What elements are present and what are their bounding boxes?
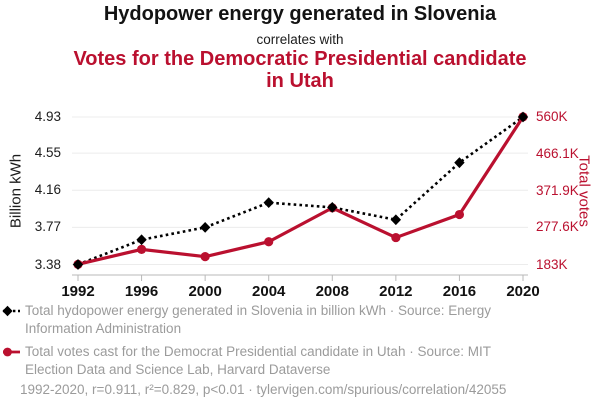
x-axis-tick-label: 2016 bbox=[442, 283, 477, 300]
legend-item-votes-label: Total votes cast for the Democrat Presid… bbox=[25, 344, 491, 377]
x-axis-tick-label: 2020 bbox=[506, 283, 540, 300]
chart-canvas bbox=[72, 111, 529, 281]
x-axis-tick-label: 2004 bbox=[252, 283, 286, 300]
left-axis-tick-label: 4.16 bbox=[34, 182, 61, 198]
secondary-title: Votes for the Democratic Presidential ca… bbox=[73, 48, 527, 92]
hydropower-point-marker bbox=[199, 221, 211, 233]
right-axis-tick-label: 560K bbox=[536, 109, 568, 124]
votes-point-marker bbox=[136, 244, 147, 254]
chart-area: 4.93 4.55 4.16 3.77 3.38 560K 466.1K 371.9K 277.… bbox=[0, 100, 600, 305]
hydropower-point-marker bbox=[390, 214, 402, 226]
hydropower-point-marker bbox=[517, 111, 529, 123]
hydropower-point-marker bbox=[136, 234, 147, 246]
left-axis-tick-label: 4.55 bbox=[34, 145, 61, 161]
right-axis-tick-label: 466.1K bbox=[536, 145, 579, 161]
right-axis-tick-label: 277.6K bbox=[536, 219, 579, 235]
legend-item-hydropower-label: Total hydopower energy generated in Slov… bbox=[25, 303, 492, 336]
x-axis-tick-label: 2012 bbox=[379, 283, 413, 300]
correlates-with-label: correlates with bbox=[256, 32, 344, 47]
right-axis-tick-label: 371.9K bbox=[536, 182, 579, 198]
stats-line: 1992-2020, r=0.911, r²=0.829, p<0.01 · t… bbox=[20, 382, 507, 397]
hydropower-point-marker bbox=[327, 202, 338, 213]
hydropower-point-marker bbox=[454, 157, 465, 169]
right-axis-title: Total votes bbox=[575, 155, 593, 227]
hydropower-point-marker bbox=[263, 197, 274, 209]
left-axis-tick-label: 4.93 bbox=[34, 109, 61, 124]
votes-point-marker bbox=[391, 232, 401, 243]
votes-point-marker bbox=[264, 237, 274, 247]
left-axis-tick-label: 3.38 bbox=[34, 256, 61, 272]
right-axis-tick-label: 183K bbox=[536, 256, 568, 272]
hydropower-line bbox=[77, 115, 524, 266]
x-axis-tick-label: 1992 bbox=[61, 283, 95, 300]
x-axis-tick-label: 2000 bbox=[188, 283, 222, 300]
votes-point-marker bbox=[454, 209, 465, 220]
red-circle-marker-icon bbox=[3, 347, 20, 357]
legend-item-votes: Total votes cast for the Democrat Presid… bbox=[2, 343, 515, 378]
page-title: Hydopower energy generated in Slovenia bbox=[103, 3, 497, 25]
votes-line bbox=[77, 116, 525, 266]
votes-point-marker bbox=[200, 252, 210, 262]
x-axis-tick-label: 2008 bbox=[315, 283, 349, 300]
legend-item-hydropower: Total hydopower energy generated in Slov… bbox=[2, 302, 515, 337]
hydropower-point-marker bbox=[72, 259, 84, 270]
left-axis-title: Billion kWh bbox=[7, 153, 25, 229]
x-axis-tick-label: 1996 bbox=[124, 283, 159, 300]
left-axis-tick-label: 3.77 bbox=[34, 219, 61, 235]
black-diamond-marker-icon bbox=[2, 305, 20, 317]
